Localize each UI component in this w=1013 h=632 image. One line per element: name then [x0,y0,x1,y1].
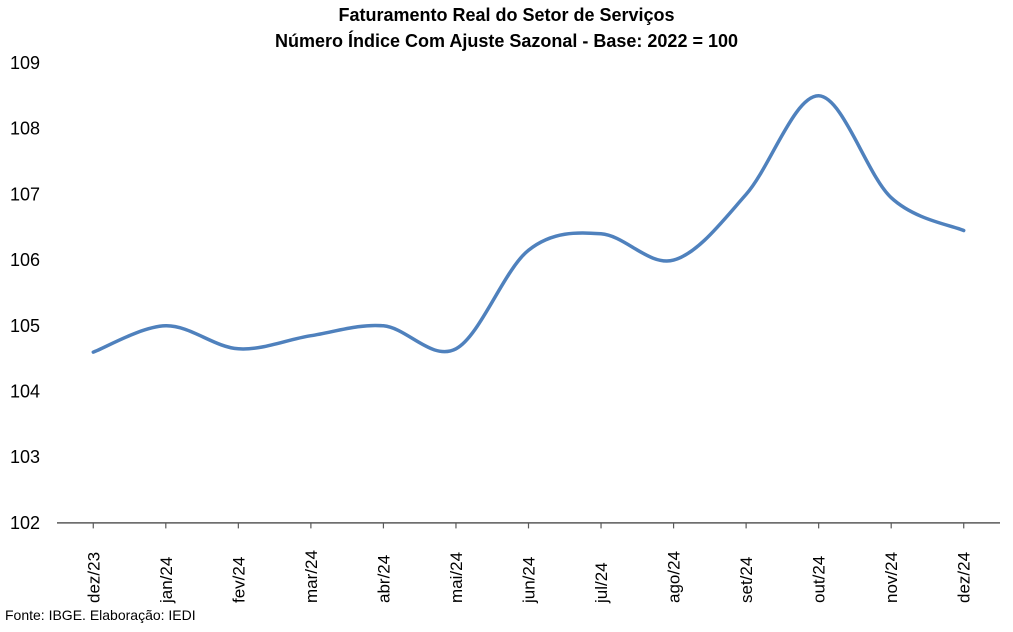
x-axis-label: ago/24 [665,551,684,603]
x-axis-label: set/24 [737,557,756,603]
x-axis-label: dez/24 [955,552,974,603]
x-axis-label: mai/24 [447,552,466,603]
y-axis-label: 105 [10,316,40,336]
x-axis-label: jan/24 [157,557,176,604]
x-axis-label: jul/24 [592,562,611,604]
source-note: Fonte: IBGE. Elaboração: IEDI [5,607,196,623]
x-axis-label: out/24 [810,556,829,603]
y-axis-label: 107 [10,184,40,204]
chart-subtitle: Número Índice Com Ajuste Sazonal - Base:… [275,31,738,51]
y-axis-label: 102 [10,513,40,533]
x-axis-label: mar/24 [302,550,321,603]
y-axis-label: 106 [10,250,40,270]
y-axis-label: 108 [10,119,40,139]
y-axis-label: 109 [10,53,40,73]
y-axis-label: 104 [10,382,40,402]
x-axis-label: fev/24 [229,557,248,603]
x-axis-label: jun/24 [520,557,539,604]
series-line [91,94,966,354]
x-axis-label: nov/24 [882,552,901,603]
chart-title: Faturamento Real do Setor de Serviços [338,5,675,25]
y-axis-label: 103 [10,447,40,467]
x-axis-label: dez/23 [84,552,103,603]
x-axis-label: abr/24 [374,555,393,603]
